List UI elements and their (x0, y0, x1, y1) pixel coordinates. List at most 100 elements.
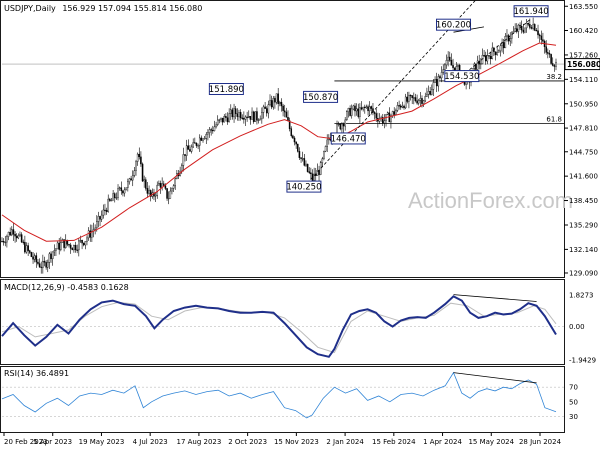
candle-body (267, 104, 270, 114)
candle-body (444, 64, 446, 70)
candle-body (200, 137, 203, 141)
candle-body (221, 117, 224, 123)
candle-body (145, 179, 147, 189)
candle-body (113, 193, 116, 199)
candle-body (313, 173, 315, 181)
candle-body (437, 76, 440, 87)
candle-body (303, 158, 306, 166)
candle-body (489, 56, 492, 60)
candle-body (190, 146, 193, 152)
candle-body (542, 39, 544, 42)
candle-body (30, 252, 33, 257)
candle-body (6, 236, 8, 243)
candle-body (457, 65, 459, 67)
candle-body (525, 22, 528, 29)
candle-body (133, 170, 136, 176)
candle-body (396, 105, 399, 111)
candle-body (370, 106, 373, 109)
candle-body (15, 235, 18, 239)
candle-body (231, 109, 234, 118)
candle-body (166, 188, 168, 199)
axis-ticks: 163.550 160.420 157.260 154.110 150.950 147.8… (3, 3, 598, 446)
chart-title: USDJPY,Daily (4, 4, 56, 13)
candle-body (48, 253, 51, 263)
candle-body (413, 97, 415, 99)
candle-body (43, 260, 46, 263)
candle-body (24, 241, 26, 253)
macd-tick-label: 1.8273 (569, 291, 594, 299)
price-tick-label: 163.550 (569, 3, 598, 11)
fib-level-label: 61.8 (546, 116, 562, 124)
candle-body (386, 112, 389, 115)
candle-body (426, 94, 428, 97)
candle-body (288, 120, 291, 129)
candle-body (239, 112, 242, 119)
candle-body (45, 262, 47, 268)
candle-body (532, 24, 534, 29)
candle-body (158, 183, 160, 186)
candle-body (359, 107, 361, 117)
candle-body (25, 245, 28, 253)
candle-body (37, 261, 39, 264)
candle-body (305, 163, 307, 166)
candle-body (115, 197, 118, 199)
candle-body (205, 133, 208, 139)
price-tick-label: 141.600 (569, 173, 598, 181)
candle-body (99, 216, 101, 220)
watermark: ActionForex.com (408, 188, 573, 213)
candle-body (97, 216, 100, 222)
candle-body (81, 239, 83, 244)
candle-body (4, 241, 7, 244)
candle-body (517, 24, 520, 32)
price-tick-label: 129.090 (569, 269, 598, 277)
candle-body (7, 231, 10, 237)
candle-body (241, 117, 244, 119)
candle-body (514, 28, 516, 32)
price-tick-label: 135.290 (569, 221, 598, 229)
candle-body (82, 242, 85, 246)
candle-body (78, 240, 80, 251)
candle-body (279, 101, 281, 104)
date-tick-label: 2 Oct 2023 (228, 438, 267, 446)
candle-body (2, 241, 5, 243)
candle-body (86, 237, 88, 242)
candle-body (506, 35, 508, 37)
candle-body (439, 76, 441, 79)
ohlc-readout: 156.929 157.094 155.814 156.080 (62, 4, 202, 13)
rsi-tick-label: 50 (569, 398, 578, 406)
candle-body (393, 111, 395, 115)
candle-body (275, 93, 278, 103)
rsi-label: RSI(14) 36.4891 (4, 369, 69, 378)
candle-body (84, 241, 87, 246)
candle-body (230, 109, 232, 114)
candle-body (172, 185, 175, 189)
candle-body (447, 56, 449, 61)
candle-body (68, 244, 70, 246)
rsi-line (1, 371, 557, 419)
candle-body (94, 227, 96, 230)
candle-body (216, 119, 219, 126)
candle-body (12, 229, 15, 235)
svg-text:146.470: 146.470 (331, 134, 366, 144)
candle-body (254, 111, 257, 122)
candle-body (555, 61, 557, 67)
candle-body (100, 214, 103, 220)
candle-body (197, 145, 199, 147)
candle-body (365, 106, 368, 108)
candle-body (154, 194, 157, 197)
candle-body (337, 123, 340, 126)
candle-body (323, 151, 325, 159)
date-tick-label: 20 Feb 2023 (4, 438, 48, 446)
candle-body (149, 190, 152, 197)
candle-body (424, 96, 427, 102)
candle-body (120, 187, 123, 192)
candle-body (140, 156, 142, 165)
macd-divergence-line (453, 294, 537, 302)
candle-body (87, 230, 90, 239)
candle-body (499, 45, 502, 52)
macd-tick-label: -1.9429 (569, 357, 596, 365)
candle-body (225, 116, 227, 118)
svg-text:154.530: 154.530 (444, 72, 479, 82)
candle-body (51, 251, 54, 260)
candle-body (148, 190, 150, 194)
